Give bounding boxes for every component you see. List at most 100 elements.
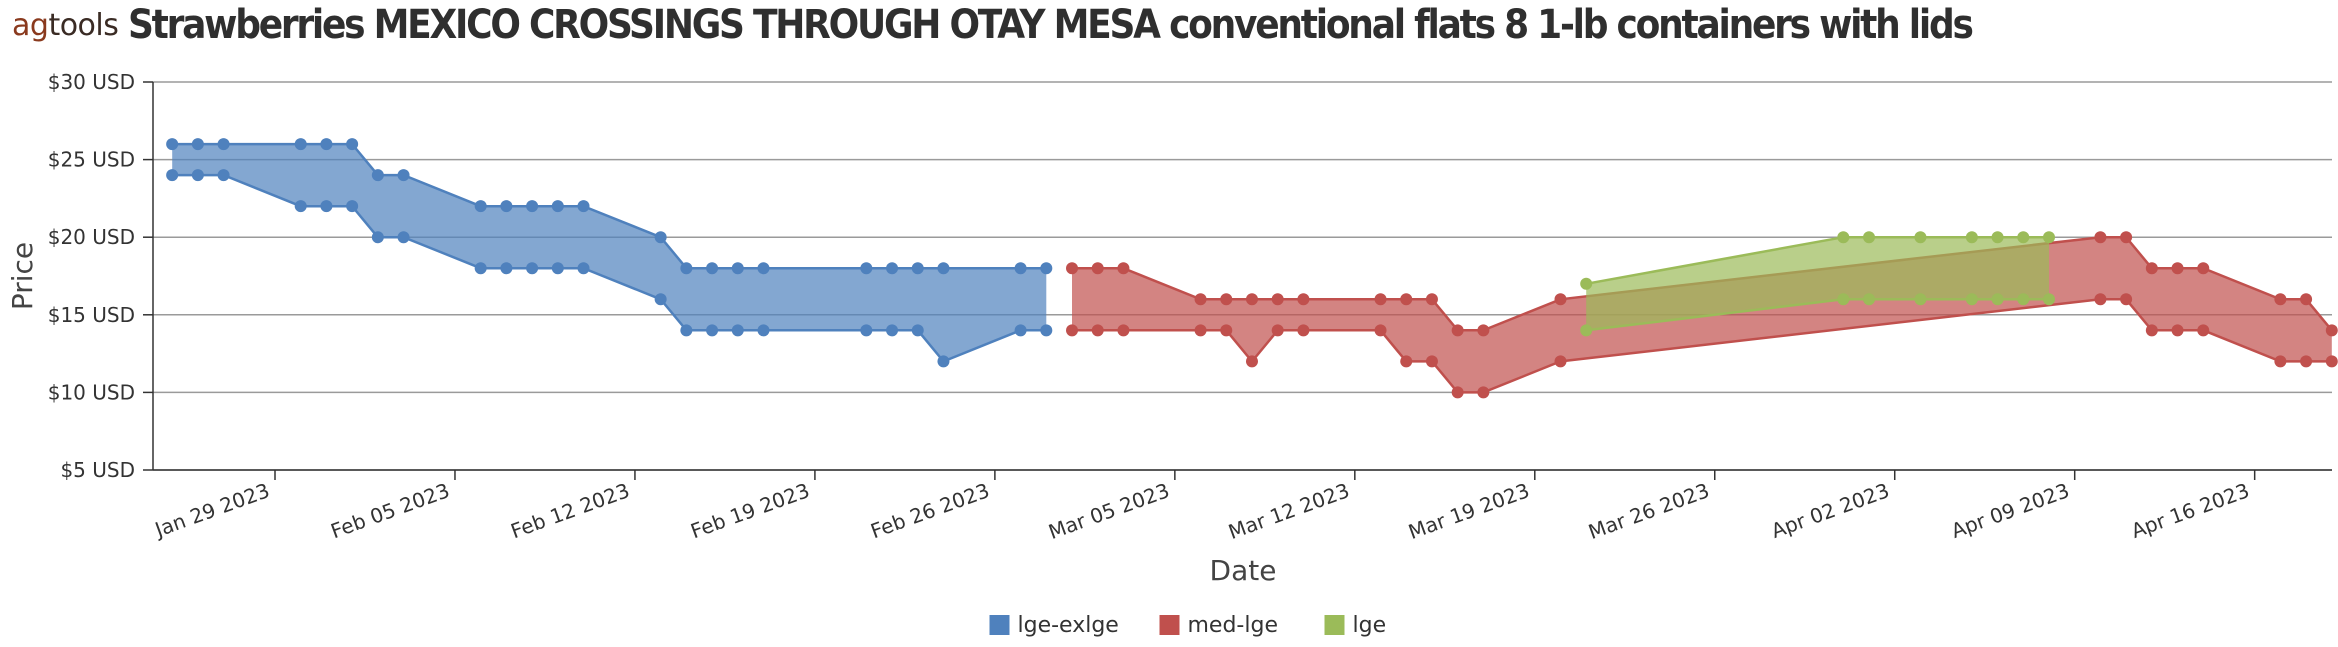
point-low-lge-exlge (911, 324, 924, 337)
point-high-med-lge (1554, 293, 1567, 306)
area-lge-exlge (172, 144, 1047, 362)
point-low-med-lge (1451, 386, 1464, 399)
x-tick-label: Apr 02 2023 (1768, 478, 1892, 543)
point-low-lge (1837, 293, 1850, 306)
x-tick-label: Apr 16 2023 (2128, 478, 2252, 543)
x-tick-label: Mar 12 2023 (1225, 478, 1352, 544)
x-tick-label: Mar 19 2023 (1405, 478, 1532, 544)
point-low-med-lge (2300, 355, 2313, 368)
point-low-lge-exlge (577, 262, 590, 275)
point-low-lge (1991, 293, 2004, 306)
point-low-lge-exlge (654, 293, 667, 306)
point-high-lge-exlge (577, 200, 590, 213)
point-high-lge-exlge (166, 138, 179, 151)
point-high-med-lge (1400, 293, 1413, 306)
x-tick-label: Apr 09 2023 (1948, 478, 2072, 543)
point-low-lge (1580, 324, 1593, 337)
x-tick-label: Feb 05 2023 (327, 478, 452, 543)
point-low-lge-exlge (680, 324, 693, 337)
point-high-med-lge (1091, 262, 1104, 275)
y-tick-label: $10 USD (48, 380, 135, 404)
point-low-lge-exlge (1014, 324, 1027, 337)
point-high-med-lge (1117, 262, 1130, 275)
point-high-lge (2017, 231, 2030, 244)
point-low-lge-exlge (526, 262, 539, 275)
line-low-med-lge (1072, 298, 2332, 394)
point-high-lge-exlge (1014, 262, 1027, 275)
point-high-lge-exlge (474, 200, 487, 213)
point-high-med-lge (2145, 262, 2158, 275)
legend-label-lge-exlge: lge-exlge (1018, 613, 1119, 638)
point-high-lge-exlge (397, 169, 410, 182)
agtools-logo: agtools (12, 8, 119, 43)
point-high-lge (1863, 231, 1876, 244)
point-high-lge-exlge (320, 138, 333, 151)
point-high-med-lge (1374, 293, 1387, 306)
point-low-med-lge (1194, 324, 1207, 337)
legend-swatch-med-lge (1159, 615, 1180, 635)
point-high-med-lge (1477, 324, 1490, 337)
point-high-med-lge (2120, 231, 2133, 244)
point-low-med-lge (1297, 324, 1310, 337)
point-low-med-lge (2145, 324, 2158, 337)
point-high-lge-exlge (551, 200, 564, 213)
point-low-lge-exlge (346, 200, 359, 213)
point-high-lge-exlge (860, 262, 873, 275)
point-low-med-lge (2120, 293, 2133, 306)
point-low-med-lge (2094, 293, 2107, 306)
y-tick-label: $30 USD (48, 70, 135, 94)
series-areas (172, 142, 2333, 394)
point-low-lge-exlge (860, 324, 873, 337)
point-low-med-lge (1374, 324, 1387, 337)
x-tick-label: Feb 26 2023 (867, 478, 992, 543)
point-high-med-lge (2171, 262, 2184, 275)
logo-prefix: ag (12, 8, 49, 43)
point-high-med-lge (1297, 293, 1310, 306)
y-tick-label: $5 USD (60, 458, 135, 482)
point-low-lge-exlge (551, 262, 564, 275)
point-high-lge-exlge (731, 262, 744, 275)
point-low-lge-exlge (757, 324, 770, 337)
point-low-med-lge (2197, 324, 2210, 337)
point-high-lge-exlge (191, 138, 204, 151)
point-low-med-lge (1066, 324, 1079, 337)
point-low-med-lge (1554, 355, 1567, 368)
point-low-lge-exlge (731, 324, 744, 337)
point-high-med-lge (1425, 293, 1438, 306)
point-high-med-lge (1245, 293, 1258, 306)
point-low-lge-exlge (217, 169, 230, 182)
legend-label-lge: lge (1353, 613, 1387, 638)
x-tick-label: Feb 12 2023 (507, 478, 632, 543)
point-low-med-lge (1271, 324, 1284, 337)
point-high-lge-exlge (886, 262, 899, 275)
point-low-med-lge (1220, 324, 1233, 337)
point-low-med-lge (2171, 324, 2184, 337)
point-high-lge-exlge (1040, 262, 1053, 275)
point-low-lge (2042, 293, 2055, 306)
point-high-med-lge (1066, 262, 1079, 275)
point-low-med-lge (1245, 355, 1258, 368)
point-high-lge-exlge (294, 138, 307, 151)
point-low-lge-exlge (706, 324, 719, 337)
point-high-med-lge (1194, 293, 1207, 306)
legend-swatch-lge-exlge (989, 615, 1010, 635)
point-high-lge-exlge (680, 262, 693, 275)
point-high-med-lge (2300, 293, 2313, 306)
point-low-med-lge (2274, 355, 2287, 368)
point-high-med-lge (2094, 231, 2107, 244)
y-tick-label: $20 USD (48, 225, 135, 249)
x-axis-title: Date (1210, 554, 1277, 587)
point-low-med-lge (1091, 324, 1104, 337)
x-tick-label: Feb 19 2023 (687, 478, 812, 543)
point-low-lge (1914, 293, 1927, 306)
legend-swatch-lge (1324, 615, 1345, 635)
point-low-med-lge (1425, 355, 1438, 368)
legend-label-med-lge: med-lge (1188, 613, 1278, 638)
point-low-lge-exlge (191, 169, 204, 182)
point-high-lge (1991, 231, 2004, 244)
series-points (166, 138, 2338, 399)
point-high-lge (1965, 231, 1978, 244)
point-high-med-lge (1220, 293, 1233, 306)
line-high-med-lge (1072, 235, 2333, 332)
